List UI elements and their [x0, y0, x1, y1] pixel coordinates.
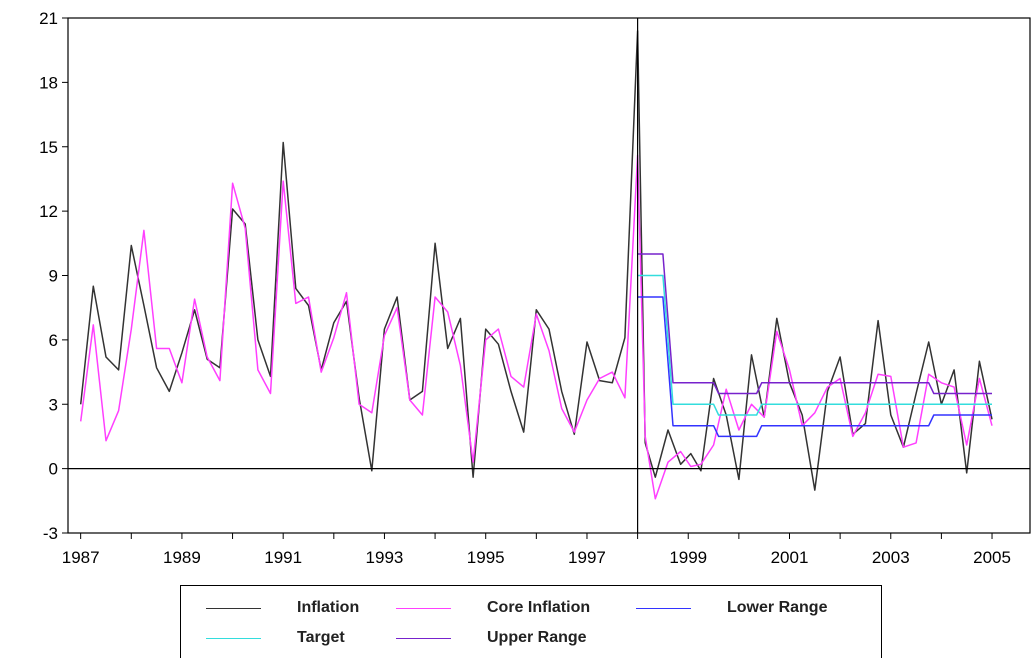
legend-label: Core Inflation	[487, 599, 591, 616]
x-tick-label: 2003	[872, 548, 910, 567]
legend-swatch	[396, 637, 451, 639]
series-line-inflation	[79, 30, 993, 491]
chart-legend: Inflation Core Inflation Lower Range Tar…	[180, 585, 882, 658]
y-tick-label: -3	[43, 524, 58, 543]
y-tick-label: 18	[39, 73, 58, 92]
y-tick-label: 6	[49, 331, 58, 350]
x-tick-label: 1999	[669, 548, 707, 567]
plot-area-border	[67, 17, 1031, 534]
x-tick-label: 1991	[264, 548, 302, 567]
legend-label: Inflation	[297, 599, 360, 616]
legend-swatch	[636, 607, 691, 609]
legend-item-target: Target	[206, 626, 345, 650]
legend-item-upper-range: Upper Range	[396, 626, 587, 650]
legend-label: Upper Range	[487, 629, 587, 646]
x-tick-label: 1995	[467, 548, 505, 567]
y-tick-label: 3	[49, 395, 58, 414]
x-tick-label: 1987	[62, 548, 100, 567]
series-line-lower-range	[637, 296, 992, 438]
y-tick-label: 0	[49, 460, 58, 479]
y-tick-label: 21	[39, 9, 58, 28]
y-tick-label: 15	[39, 138, 58, 157]
x-tick-label: 1989	[163, 548, 201, 567]
legend-label: Lower Range	[727, 599, 828, 616]
legend-item-core-inflation: Core Inflation	[396, 596, 590, 620]
y-tick-label: 12	[39, 202, 58, 221]
y-axis-ticks: -3 0 3 6 9 12 15 18 21	[39, 9, 68, 543]
x-tick-label: 1997	[568, 548, 606, 567]
legend-swatch	[396, 607, 451, 609]
x-tick-label: 2005	[973, 548, 1011, 567]
plot-frame	[67, 17, 1031, 534]
x-tick-label: 2001	[771, 548, 809, 567]
series-layer	[79, 30, 993, 500]
y-tick-label: 9	[49, 267, 58, 286]
legend-label: Target	[297, 629, 345, 646]
legend-swatch	[206, 607, 261, 609]
series-line-upper-range	[637, 253, 992, 395]
x-axis-ticks: 1987 1989 1991 1993 1995 1997 1999 2001 2003 2005	[62, 533, 1011, 567]
legend-item-lower-range: Lower Range	[636, 596, 827, 620]
legend-item-inflation: Inflation	[206, 596, 359, 620]
legend-swatch	[206, 637, 261, 639]
series-line-core-inflation	[79, 154, 993, 500]
series-line-target	[637, 274, 992, 416]
x-tick-label: 1993	[366, 548, 404, 567]
